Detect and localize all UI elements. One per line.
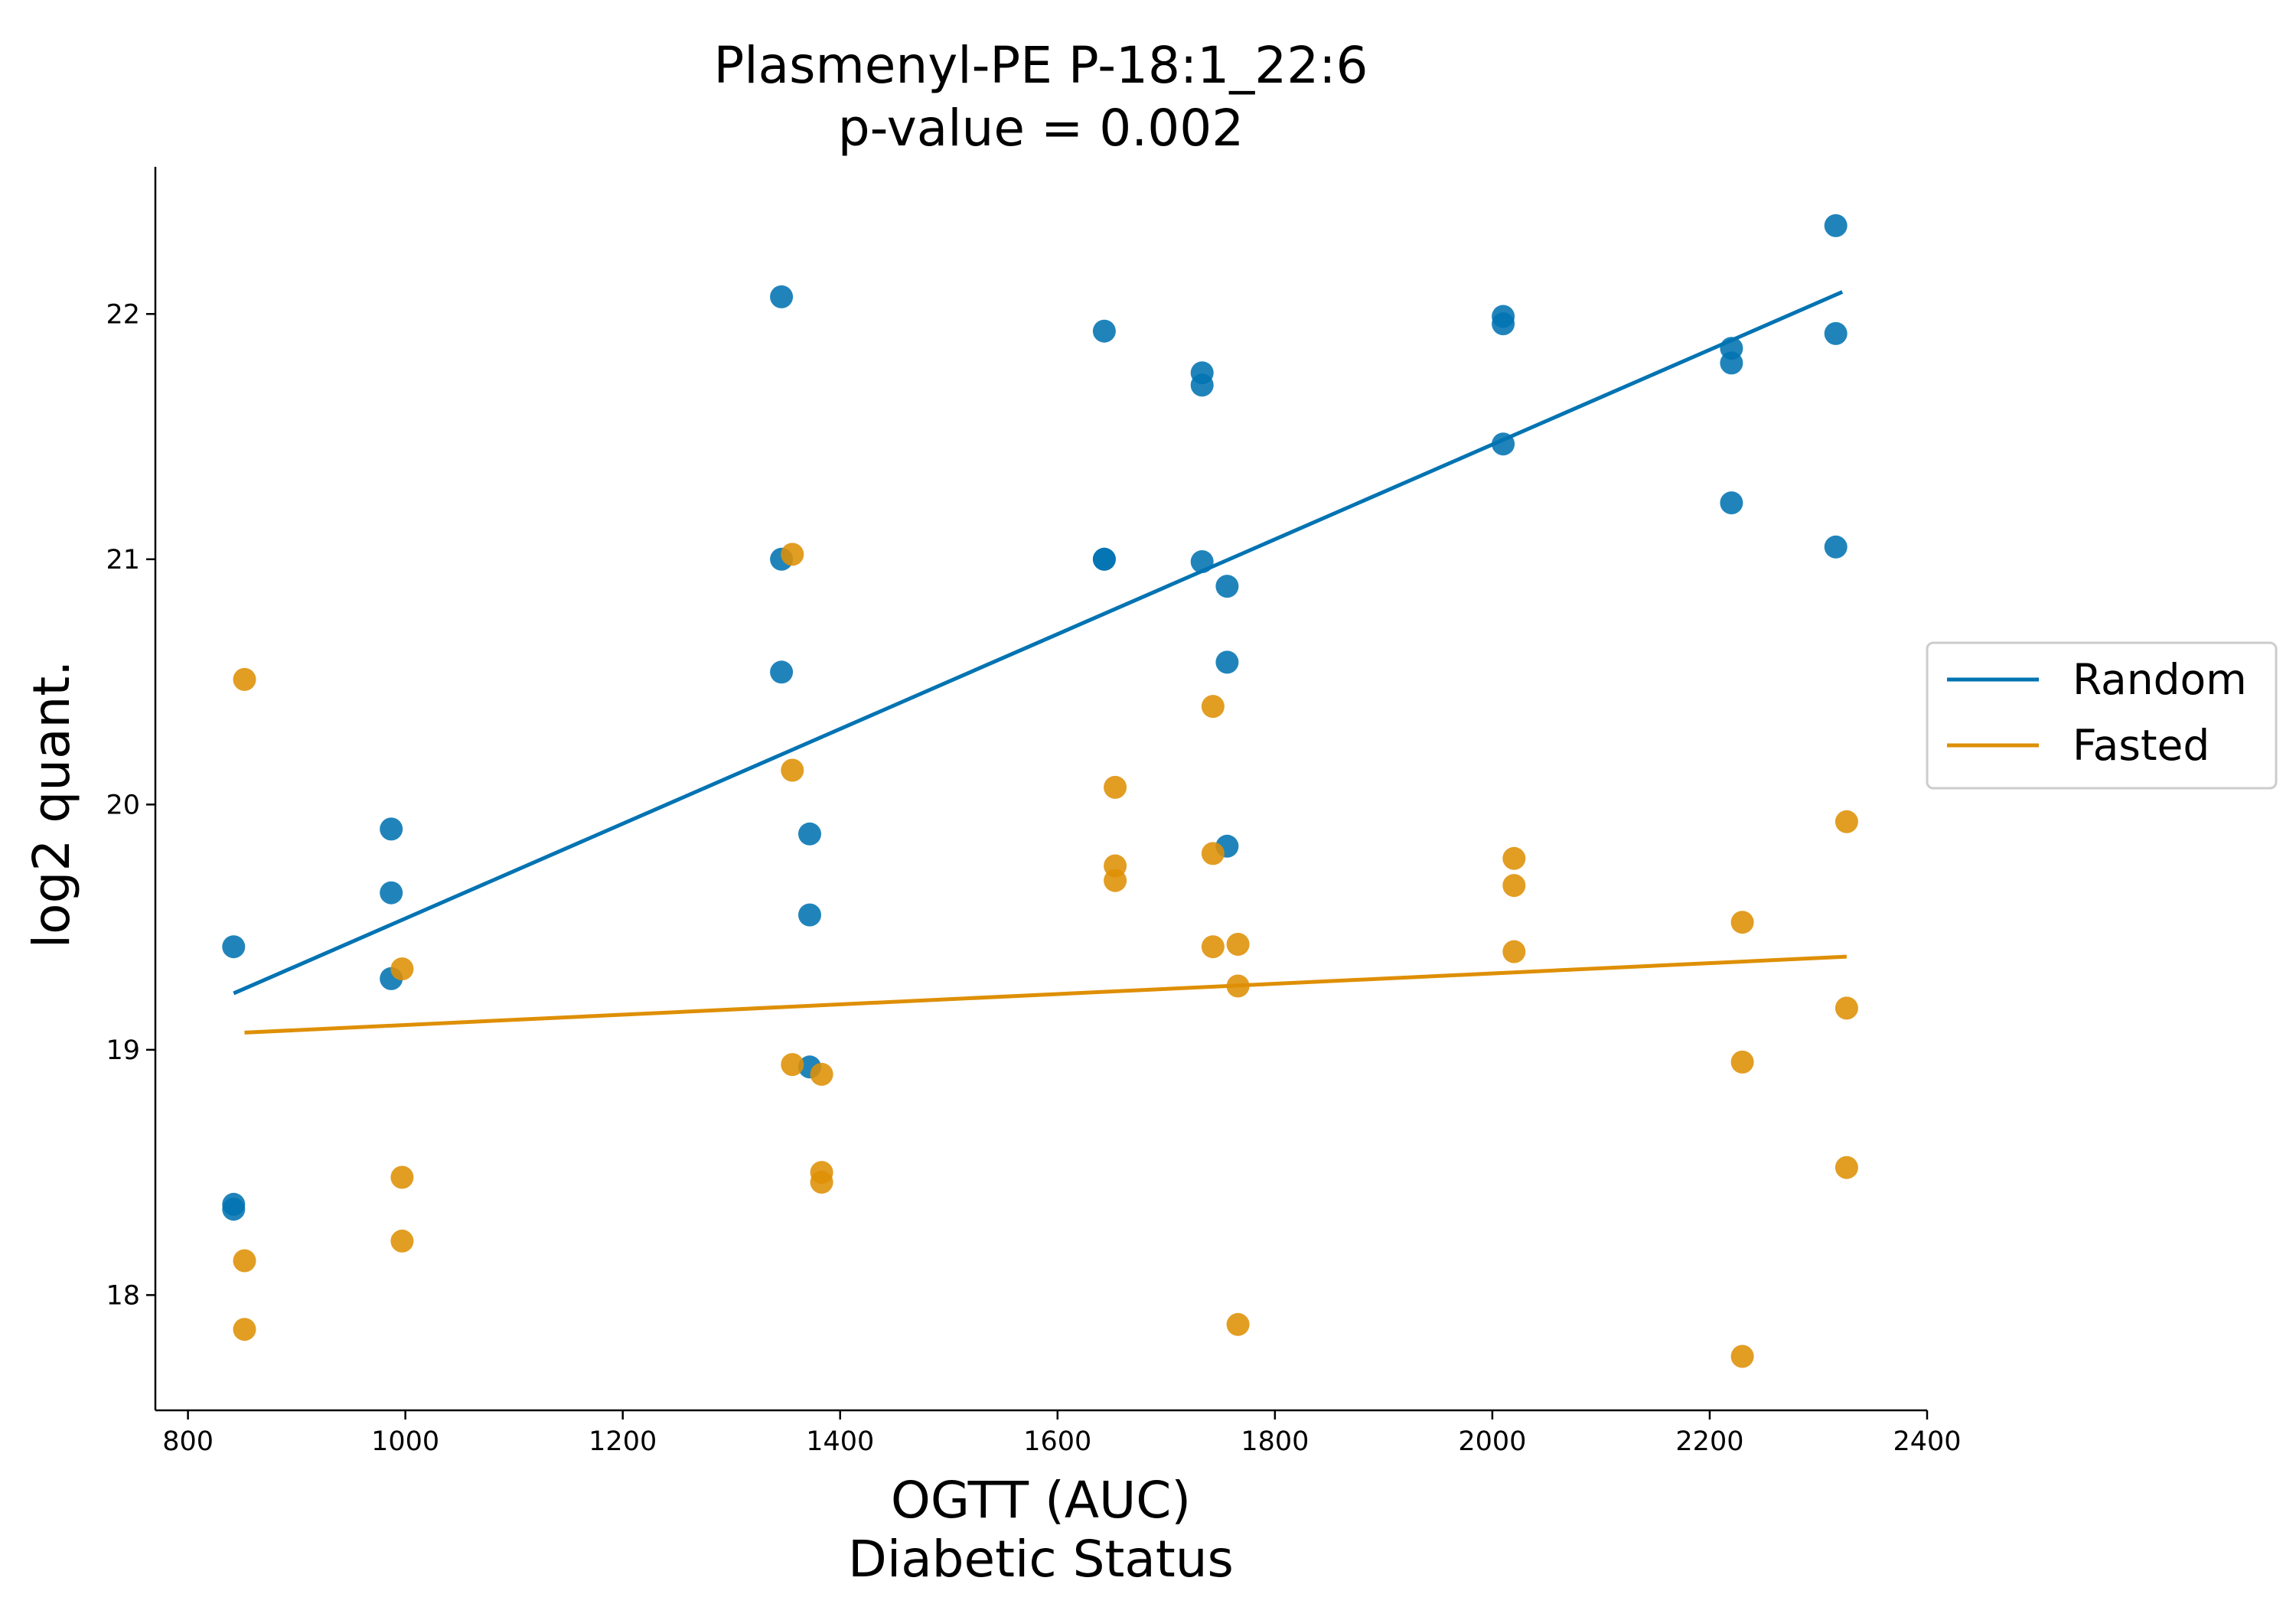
point-random: [1720, 491, 1743, 515]
point-random: [1720, 351, 1743, 375]
point-fasted: [390, 957, 414, 981]
point-fasted: [390, 1229, 414, 1253]
series-random: [222, 214, 1848, 1221]
point-random: [1190, 373, 1214, 397]
point-random: [770, 285, 794, 308]
x-tick-label: 1800: [1241, 1426, 1309, 1457]
point-random: [1215, 650, 1239, 674]
point-fasted: [1502, 846, 1526, 870]
point-fasted: [1104, 775, 1127, 799]
point-fasted: [1730, 1345, 1754, 1368]
legend-label-fasted: Fasted: [2073, 721, 2210, 770]
point-fasted: [1835, 996, 1858, 1020]
point-fasted: [1502, 874, 1526, 898]
y-tick-label: 18: [106, 1280, 140, 1311]
y-tick-label: 19: [106, 1035, 140, 1066]
point-fasted: [1730, 911, 1754, 934]
point-fasted: [781, 1053, 804, 1077]
point-fasted: [810, 1170, 833, 1194]
point-fasted: [1104, 869, 1127, 892]
series-fasted: [233, 543, 1858, 1368]
point-fasted: [233, 667, 256, 691]
point-random: [222, 1198, 246, 1221]
x-tick-label: 1600: [1023, 1426, 1091, 1457]
point-fasted: [1201, 842, 1225, 865]
point-random: [380, 817, 403, 841]
point-fasted: [1201, 695, 1225, 719]
point-fasted: [1226, 933, 1250, 956]
point-random: [1092, 547, 1116, 571]
y-tick-label: 22: [106, 299, 140, 330]
point-random: [1824, 535, 1848, 559]
point-fasted: [781, 758, 804, 782]
x-tick-label: 1400: [806, 1426, 874, 1457]
point-fasted: [390, 1165, 414, 1189]
x-tick-label: 2400: [1893, 1426, 1961, 1457]
axes: 800 1000 1200 1400 1600 1800 2000 2200 2400 18 19 2…: [106, 167, 1962, 1457]
point-fasted: [233, 1318, 256, 1341]
x-axis-label-line-1: OGTT (AUC): [891, 1471, 1191, 1530]
legend-label-random: Random: [2073, 655, 2247, 704]
point-random: [798, 903, 821, 927]
point-fasted: [1835, 810, 1858, 833]
point-random: [380, 881, 403, 905]
point-fasted: [1226, 1312, 1250, 1336]
y-axis-label: log2 quant.: [22, 660, 81, 948]
point-random: [1492, 312, 1515, 336]
x-tick-label: 1200: [589, 1426, 657, 1457]
fit-line-fasted: [244, 954, 1848, 1035]
point-fasted: [233, 1249, 256, 1273]
point-random: [1092, 319, 1116, 343]
point-fasted: [781, 543, 804, 566]
x-axis-label-line-2: Diabetic Status: [848, 1530, 1234, 1589]
x-tick-label: 1000: [371, 1426, 439, 1457]
point-fasted: [1730, 1050, 1754, 1074]
point-fasted: [810, 1062, 833, 1086]
point-random: [798, 822, 821, 846]
chart-title-line-2: p-value = 0.002: [838, 99, 1244, 158]
chart-title-line-1: Plasmenyl-PE P-18:1_22:6: [714, 36, 1368, 95]
point-random: [1215, 575, 1239, 598]
x-tick-label: 800: [162, 1426, 214, 1457]
point-fasted: [1201, 935, 1225, 959]
y-tick-label: 21: [106, 545, 140, 575]
legend: Random Fasted: [1926, 641, 2278, 790]
point-random: [222, 935, 246, 959]
x-tick-label: 2000: [1458, 1426, 1526, 1457]
plot-area: [222, 214, 1858, 1368]
point-fasted: [1502, 940, 1526, 963]
fit-line-random: [233, 290, 1844, 996]
point-random: [770, 660, 794, 684]
point-random: [1824, 214, 1848, 237]
y-tick-label: 20: [106, 790, 140, 820]
point-fasted: [1835, 1156, 1858, 1179]
point-random: [1824, 321, 1848, 345]
x-tick-label: 2200: [1675, 1426, 1743, 1457]
